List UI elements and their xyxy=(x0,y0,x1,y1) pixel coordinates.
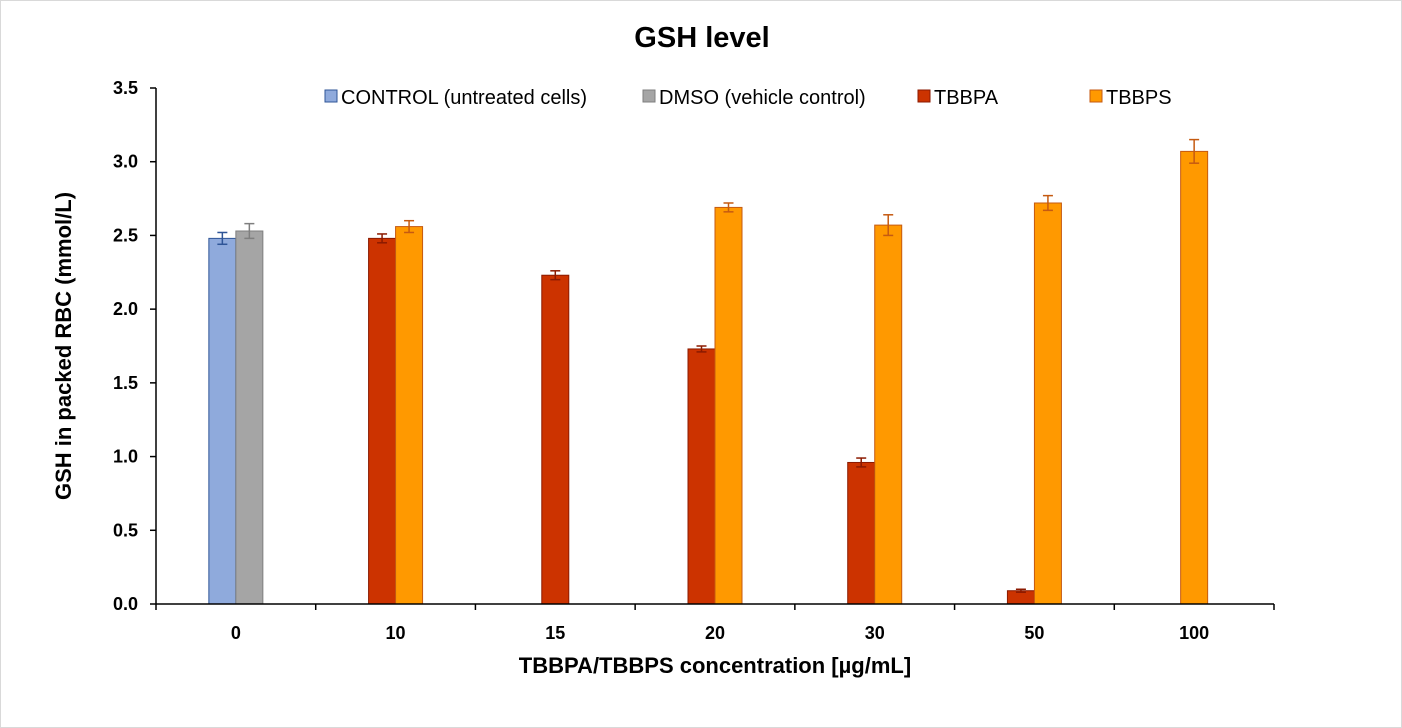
y-axis-label: GSH in packed RBC (mmol/L) xyxy=(51,192,76,500)
x-tick-label: 15 xyxy=(545,623,565,643)
x-tick-label: 0 xyxy=(231,623,241,643)
legend-label: TBBPS xyxy=(1106,87,1172,109)
x-tick-label: 50 xyxy=(1024,623,1044,643)
x-axis-label: TBBPA/TBBPS concentration [µg/mL] xyxy=(519,653,911,678)
legend-swatch xyxy=(642,89,656,103)
error-bar xyxy=(244,222,255,240)
bar xyxy=(235,230,264,605)
legend-label: TBBPA xyxy=(934,87,999,109)
legend-label: DMSO (vehicle control) xyxy=(659,87,866,109)
y-tick-label: 2.5 xyxy=(113,225,138,245)
bar xyxy=(1180,150,1209,605)
bar xyxy=(368,237,397,605)
bar xyxy=(714,206,743,605)
error-bar xyxy=(723,202,734,213)
bar xyxy=(874,224,903,605)
x-tick-label: 20 xyxy=(705,623,725,643)
legend-swatch xyxy=(324,89,338,103)
bar xyxy=(687,348,716,605)
y-tick-label: 1.0 xyxy=(113,447,138,467)
chart-title: GSH level xyxy=(634,22,769,54)
y-tick-label: 0.0 xyxy=(113,594,138,614)
bars xyxy=(208,138,1209,605)
y-tick-label: 3.0 xyxy=(113,152,138,172)
error-bar xyxy=(883,214,894,237)
x-axis-ticks: 0 10 15 20 30 50 100 xyxy=(155,604,1275,643)
legend: CONTROL (untreated cells) DMSO (vehicle c… xyxy=(324,87,1172,109)
error-bar xyxy=(1042,194,1053,212)
legend-swatch xyxy=(917,89,931,103)
bar xyxy=(847,461,876,605)
legend-label: CONTROL (untreated cells) xyxy=(341,87,587,109)
y-axis-ticks: 0.0 0.5 1.0 1.5 2.0 2.5 3.0 3.5 xyxy=(113,78,156,614)
x-tick-label: 100 xyxy=(1179,623,1209,643)
error-bar xyxy=(550,270,561,281)
bar xyxy=(541,274,570,605)
y-tick-label: 2.0 xyxy=(113,299,138,319)
error-bar xyxy=(1189,138,1200,164)
error-bar xyxy=(377,233,388,244)
error-bar xyxy=(217,231,228,246)
y-tick-label: 3.5 xyxy=(113,78,138,98)
x-tick-label: 30 xyxy=(865,623,885,643)
legend-swatch xyxy=(1089,89,1103,103)
error-bar xyxy=(856,457,867,468)
error-bar xyxy=(1015,588,1026,593)
error-bar xyxy=(696,345,707,353)
bar xyxy=(395,226,424,605)
bar xyxy=(1033,202,1062,605)
error-bar xyxy=(404,219,415,234)
y-tick-label: 1.5 xyxy=(113,373,138,393)
bar xyxy=(208,237,237,605)
y-tick-label: 0.5 xyxy=(113,520,138,540)
x-tick-label: 10 xyxy=(386,623,406,643)
